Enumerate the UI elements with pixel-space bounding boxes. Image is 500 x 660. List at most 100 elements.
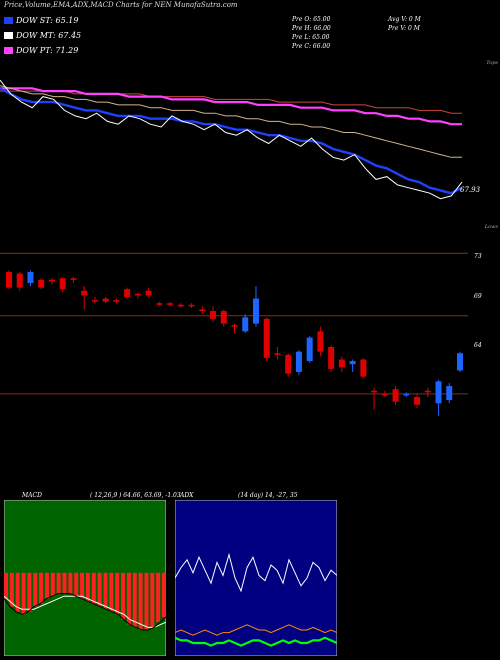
- macd-line: [4, 593, 166, 631]
- candle-body: [59, 278, 66, 290]
- adx-line-di-orange: [175, 624, 337, 636]
- candle-body: [124, 289, 131, 297]
- candle-body: [403, 393, 410, 396]
- legend-swatch: [4, 32, 13, 39]
- adx-line-adx-green: [175, 636, 337, 647]
- last-value-label: 67.93: [460, 186, 481, 194]
- legend-label: DOW ST: 65.19: [16, 16, 79, 25]
- macd-histogram-bar: [9, 572, 14, 607]
- candle-body: [167, 303, 174, 305]
- candle-body: [317, 331, 324, 352]
- macd-histogram-bar: [103, 572, 108, 610]
- macd-histogram-bar: [68, 572, 73, 594]
- candle-body: [220, 311, 227, 324]
- series-line-ema-short: [0, 87, 463, 195]
- adx-background: [175, 500, 337, 656]
- stat-avg-volume: Avg V: 0 M: [388, 16, 421, 23]
- candle-body: [295, 351, 302, 372]
- candle-body: [102, 298, 109, 302]
- macd-chart: [4, 500, 166, 656]
- macd-histogram-bar: [97, 572, 102, 607]
- macd-histogram-bar: [21, 572, 26, 615]
- legend-label: DOW MT: 67.45: [16, 31, 82, 40]
- macd-histogram-bar: [132, 572, 137, 628]
- macd-histogram-bar: [62, 572, 67, 594]
- adx-label: ADX: [180, 492, 194, 499]
- candle-body: [328, 347, 335, 369]
- adx-chart: [175, 500, 337, 656]
- candle-body: [38, 279, 45, 288]
- macd-params: ( 12,26,9 ) 64.66, 63.69, -1.03: [90, 492, 181, 499]
- legend-dow-st: DOW ST: 65.19: [4, 16, 78, 25]
- candle-body: [70, 278, 77, 280]
- candle-body: [188, 304, 195, 307]
- candle-body: [210, 311, 217, 319]
- macd-histogram-bar: [85, 572, 90, 602]
- stat-pre-open: Pre O: 65.00: [292, 16, 331, 23]
- stat-pre-high: Pre H: 66.00: [292, 25, 331, 32]
- macd-histogram-bar: [162, 572, 166, 617]
- macd-histogram-bar: [33, 572, 38, 607]
- y-tick-69: 69: [474, 293, 482, 300]
- macd-histogram-bar: [150, 572, 155, 628]
- candle-body: [371, 390, 378, 393]
- candle-body: [145, 290, 152, 296]
- y-tick-73: 73: [474, 253, 482, 260]
- y-tick-64: 64: [474, 342, 482, 349]
- candle-body: [134, 293, 141, 296]
- tops-label: Tops: [486, 60, 498, 66]
- candle-body: [81, 290, 88, 296]
- macd-histogram-bar: [74, 572, 79, 597]
- stat-pre-low: Pre L: 65.00: [292, 34, 330, 41]
- candle-body: [349, 361, 356, 365]
- legend-label: DOW PT: 71.29: [16, 46, 79, 55]
- macd-histogram-bar: [50, 572, 55, 597]
- candle-body: [199, 309, 206, 312]
- candle-body: [91, 300, 98, 302]
- candle-body: [338, 359, 345, 368]
- stat-pre-close: Pre C: 66.00: [292, 43, 331, 50]
- candle-body: [424, 390, 431, 393]
- price-ema-chart: [0, 79, 463, 200]
- adx-params: (14 day) 14, -27, 35: [238, 492, 298, 499]
- macd-histogram-bar: [115, 572, 120, 615]
- candle-body: [27, 272, 34, 283]
- candle-body: [16, 273, 23, 288]
- macd-histogram-bar: [44, 572, 49, 599]
- macd-histogram-bar: [91, 572, 96, 604]
- series-line-price: [0, 79, 463, 200]
- series-line-ema-mid: [0, 85, 462, 158]
- candle-body: [285, 354, 292, 374]
- series-line-ema-long: [0, 87, 462, 126]
- chart-title: Price,Volume,EMA,ADX,MACD Charts for NEN…: [4, 1, 238, 9]
- candle-body: [446, 386, 453, 401]
- legend-swatch: [4, 17, 13, 24]
- macd-histogram-bar: [39, 572, 44, 604]
- candle-body: [381, 393, 388, 396]
- macd-histogram-bar: [80, 572, 85, 599]
- candle-body: [156, 303, 163, 305]
- candle-body: [360, 359, 367, 377]
- macd-histogram-bar: [144, 572, 149, 630]
- candle-body: [457, 353, 463, 371]
- candle-body: [113, 300, 120, 302]
- legend-dow-pt: DOW PT: 71.29: [4, 46, 78, 55]
- candle-body: [252, 298, 259, 324]
- candle-body: [6, 272, 12, 288]
- macd-histogram-bar: [109, 572, 114, 612]
- macd-histogram-bar: [121, 572, 126, 620]
- series-line-ema-xlong: [0, 90, 462, 114]
- candle-body: [306, 337, 313, 362]
- adx-line-di-white: [175, 552, 337, 593]
- macd-histogram-bar: [27, 572, 32, 612]
- candle-body: [414, 397, 421, 405]
- macd-histogram-bar: [15, 572, 20, 612]
- macd-histogram-bar: [4, 572, 8, 599]
- stat-pre-volume: Pre V: 0 M: [388, 25, 420, 32]
- candle-body: [435, 381, 442, 404]
- candle-body: [177, 304, 184, 307]
- candle-body: [274, 353, 281, 355]
- legend-dow-mt: DOW MT: 67.45: [4, 31, 81, 40]
- candle-body: [242, 317, 249, 332]
- candle-body: [48, 279, 55, 282]
